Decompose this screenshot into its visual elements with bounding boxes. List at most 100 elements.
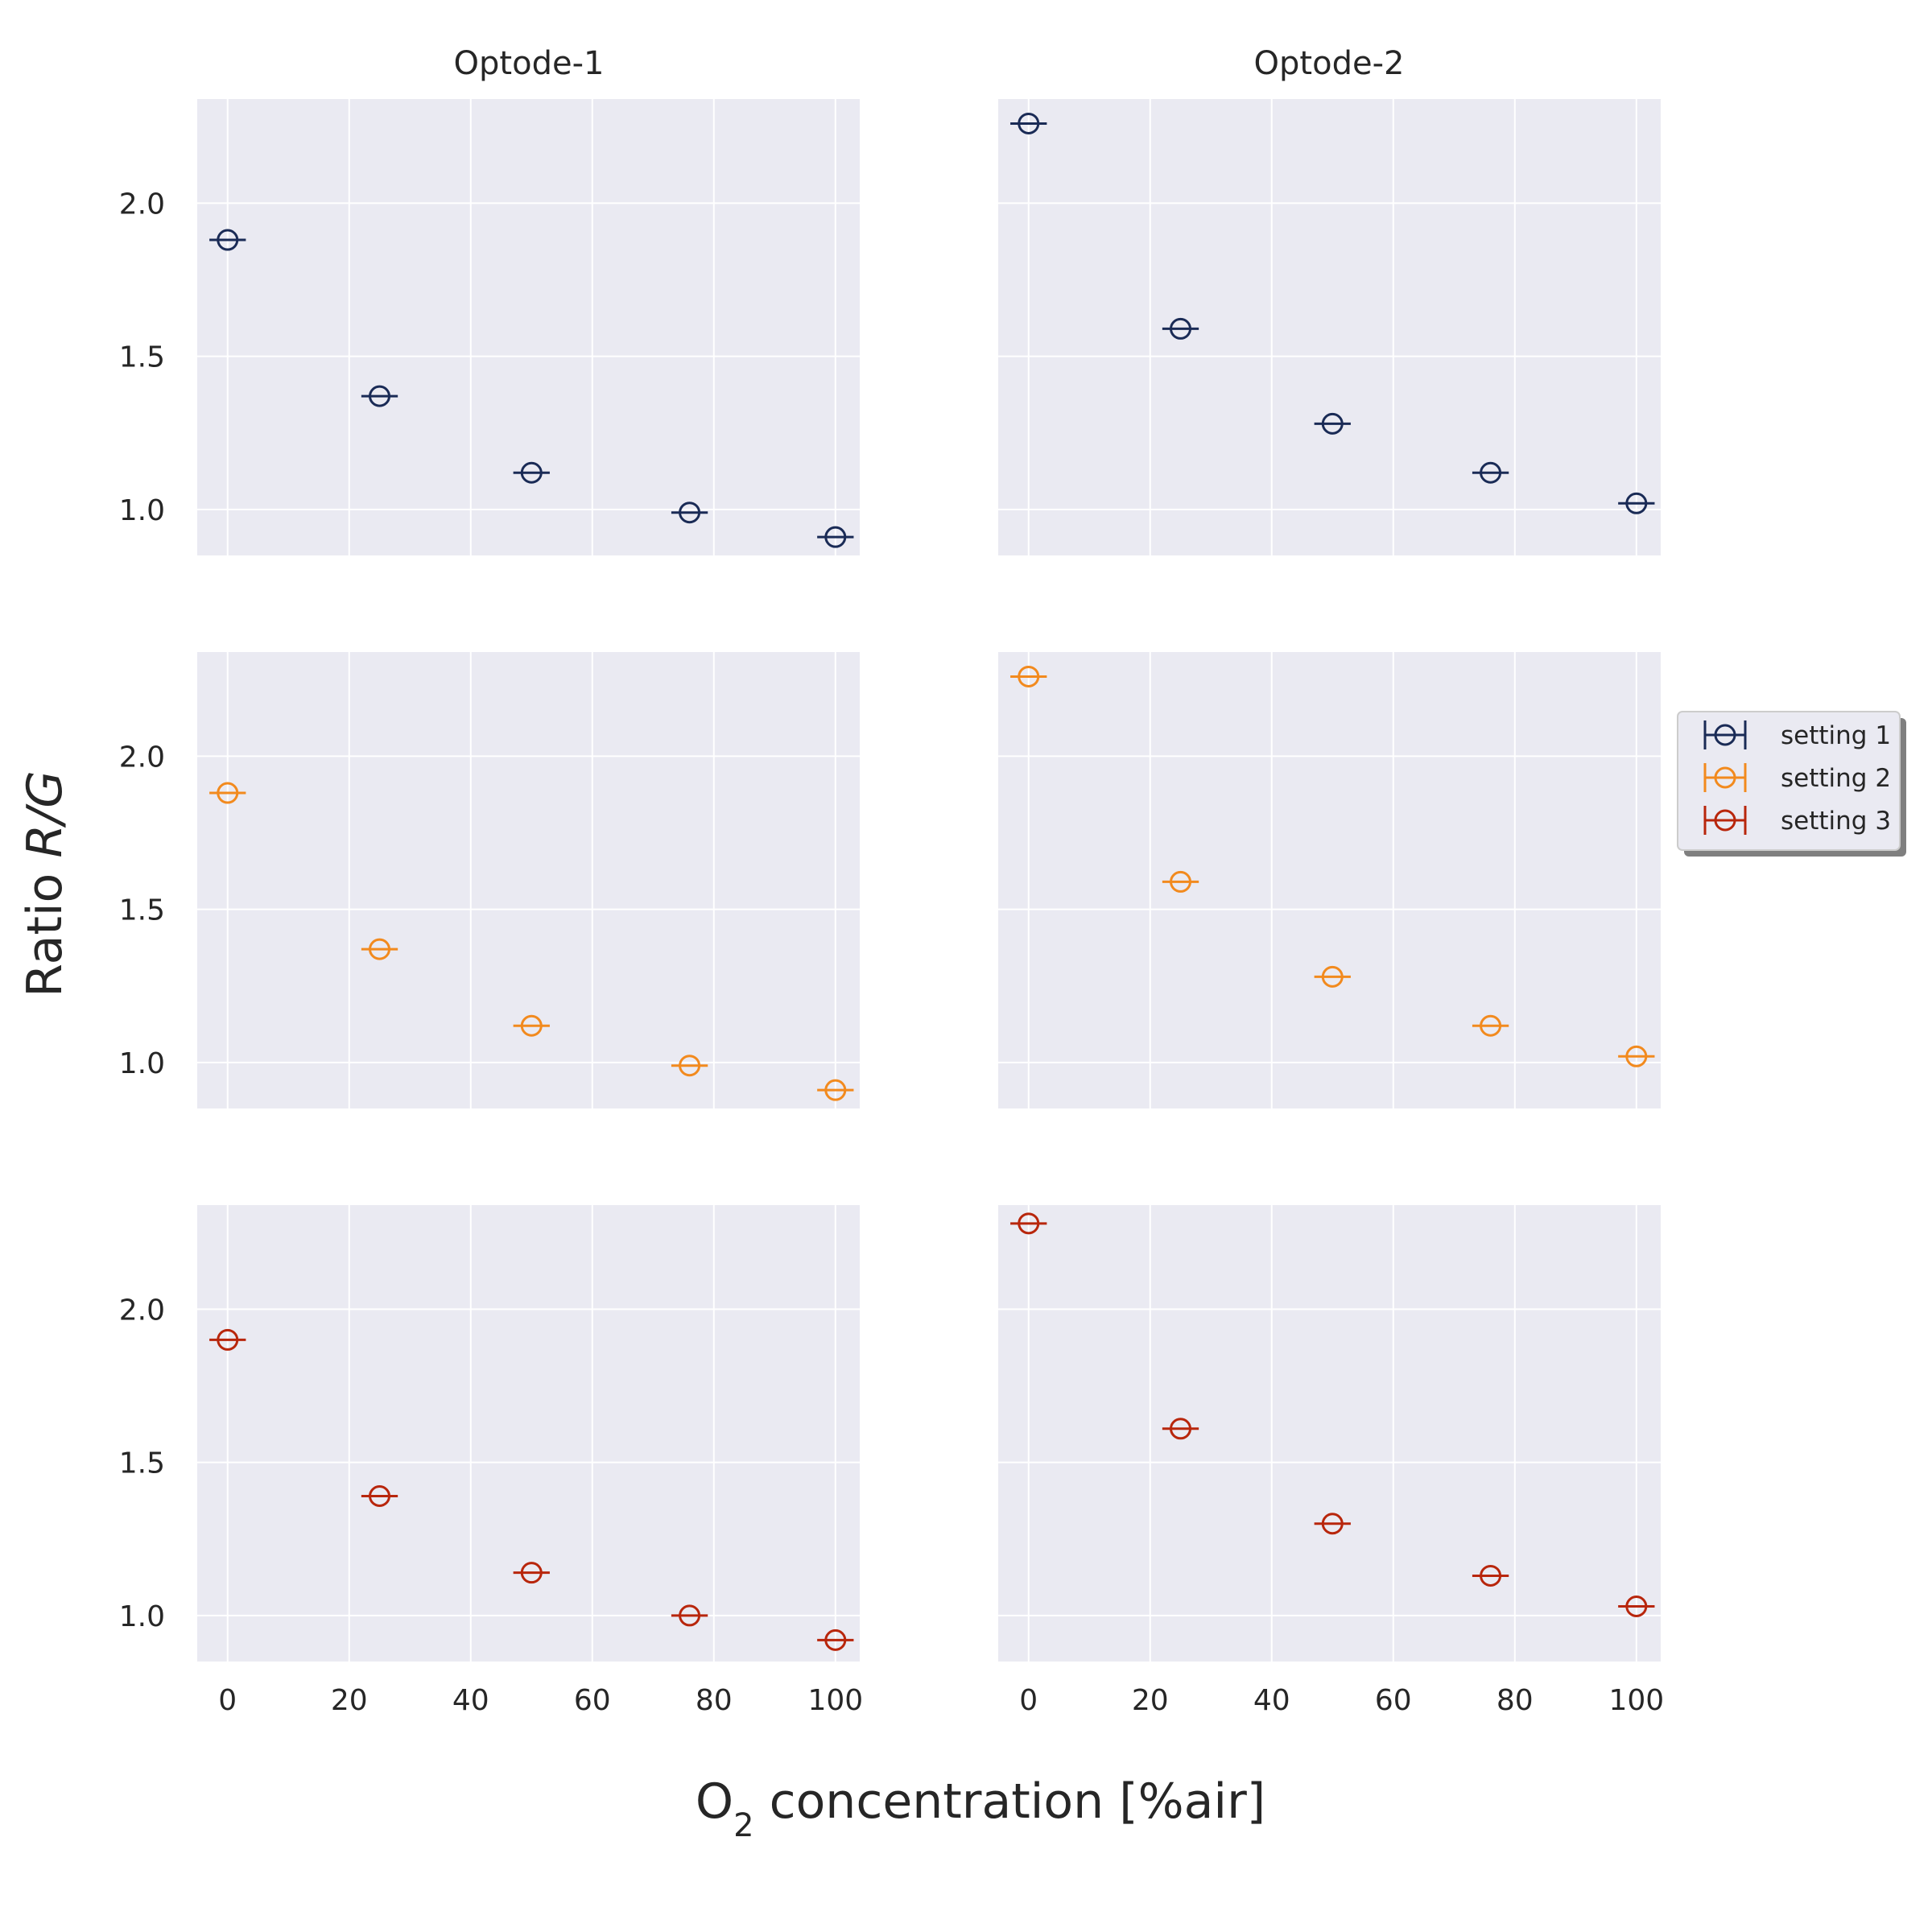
marker (1625, 492, 1648, 514)
legend-item: setting 2 (1703, 763, 1891, 793)
data-point (1314, 965, 1351, 988)
y-tick-label: 2.0 (119, 188, 165, 221)
x-tick-label: 0 (1019, 1684, 1038, 1717)
y-tick-label: 2.0 (119, 1294, 165, 1327)
x-tick-label: 40 (1253, 1684, 1290, 1717)
data-point (1010, 1212, 1047, 1235)
panel-background (197, 652, 860, 1108)
panel-background (998, 652, 1661, 1108)
data-point (513, 461, 550, 484)
marker (217, 1328, 239, 1351)
x-tick-label: 80 (1496, 1684, 1534, 1717)
data-point (1314, 412, 1351, 435)
data-point (671, 502, 708, 524)
x-tick-label: 40 (452, 1684, 489, 1717)
y-axis-label-plain: Ratio (17, 858, 73, 997)
marker (824, 526, 847, 548)
data-point (1618, 492, 1655, 514)
data-point (513, 1562, 550, 1584)
panel-background (197, 1205, 860, 1662)
marker (679, 1604, 701, 1627)
legend-label: setting 2 (1781, 764, 1891, 793)
panel-r3-c1: 1.0 1.5 2.0 0 20 40 60 80 100 (119, 1205, 863, 1717)
x-axis-label-rest: concentration [%air] (754, 1773, 1266, 1830)
data-point (1010, 112, 1047, 134)
column-title-optode-2: Optode-2 (1254, 45, 1405, 82)
legend-label: setting 3 (1781, 807, 1891, 836)
panel-r1-c1: 1.0 1.5 2.0 (119, 99, 860, 555)
data-point (1618, 1596, 1655, 1618)
marker (679, 502, 701, 524)
marker (1018, 112, 1040, 134)
data-point (1472, 1014, 1509, 1037)
panel-r1-c2 (998, 99, 1661, 555)
data-point (209, 229, 246, 251)
y-tick-label: 1.5 (119, 1447, 165, 1480)
legend-marker-icon (1703, 720, 1747, 749)
marker (1018, 665, 1040, 687)
marker (1480, 1014, 1502, 1037)
marker (520, 1014, 543, 1037)
x-tick-label: 60 (1375, 1684, 1412, 1717)
marker (1480, 461, 1502, 484)
data-point (1618, 1045, 1655, 1067)
data-point (817, 526, 854, 548)
data-point (361, 1485, 398, 1508)
marker (1321, 965, 1344, 988)
legend-label: setting 1 (1781, 721, 1891, 750)
y-tick-label: 2.0 (119, 741, 165, 774)
panel-r3-c2: 0 20 40 60 80 100 (998, 1205, 1664, 1717)
panel-background (998, 99, 1661, 555)
legend-items: setting 1 setting 2 setting 3 (1703, 720, 1891, 836)
marker (1321, 1513, 1344, 1535)
data-point (671, 1604, 708, 1627)
marker (217, 229, 239, 251)
x-tick-label: 20 (1132, 1684, 1169, 1717)
legend-marker-icon (1703, 763, 1747, 792)
legend: setting 1 setting 2 setting 3 (1677, 711, 1906, 857)
marker (824, 1079, 847, 1101)
marker (369, 385, 391, 407)
y-tick-label: 1.5 (119, 894, 165, 927)
data-point (1010, 665, 1047, 687)
data-point (1472, 1564, 1509, 1587)
x-tick-label: 100 (807, 1684, 863, 1717)
marker (369, 1485, 391, 1508)
marker (369, 938, 391, 960)
marker (1170, 1418, 1192, 1440)
marker (1625, 1596, 1648, 1618)
panel-background (998, 1205, 1661, 1662)
panel-r2-c2 (998, 652, 1661, 1108)
data-point (1162, 870, 1199, 893)
panel-r2-c1: 1.0 1.5 2.0 (119, 652, 860, 1108)
marker (520, 461, 543, 484)
data-point (361, 938, 398, 960)
y-axis-label-italic: R/G (17, 770, 73, 857)
y-tick-label: 1.0 (119, 494, 165, 527)
legend-marker-icon (1703, 806, 1747, 835)
legend-item: setting 1 (1703, 720, 1891, 750)
x-tick-label: 20 (331, 1684, 368, 1717)
data-point (817, 1629, 854, 1651)
marker (1480, 1564, 1502, 1587)
panel-background (197, 99, 860, 555)
panels: 1.01.52.01.01.52.01.01.52.00 20 40 60 80 100 0… (119, 99, 1664, 1717)
marker (520, 1562, 543, 1584)
x-tick-label: 0 (218, 1684, 237, 1717)
marker (824, 1629, 847, 1651)
data-point (1314, 1513, 1351, 1535)
x-axis-label-main: O (696, 1773, 733, 1830)
data-point (361, 385, 398, 407)
data-point (817, 1079, 854, 1101)
marker (1170, 317, 1192, 340)
x-axis-label-subscript: 2 (733, 1807, 753, 1844)
data-point (1472, 461, 1509, 484)
legend-item: setting 3 (1703, 806, 1891, 836)
y-tick-label: 1.5 (119, 341, 165, 374)
marker (1018, 1212, 1040, 1235)
marker (1625, 1045, 1648, 1067)
marker (217, 782, 239, 804)
marker (679, 1055, 701, 1077)
data-point (209, 1328, 246, 1351)
